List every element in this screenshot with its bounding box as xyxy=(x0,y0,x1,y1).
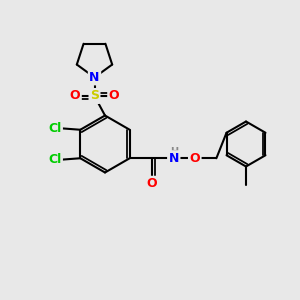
Text: N: N xyxy=(89,71,100,84)
Text: S: S xyxy=(90,89,99,103)
Text: N: N xyxy=(169,152,179,165)
Text: Cl: Cl xyxy=(48,153,62,166)
Text: O: O xyxy=(109,89,119,103)
Text: Cl: Cl xyxy=(48,122,62,135)
Text: O: O xyxy=(70,89,80,103)
Text: H: H xyxy=(170,147,178,157)
Text: O: O xyxy=(190,152,200,165)
Text: O: O xyxy=(147,177,158,190)
